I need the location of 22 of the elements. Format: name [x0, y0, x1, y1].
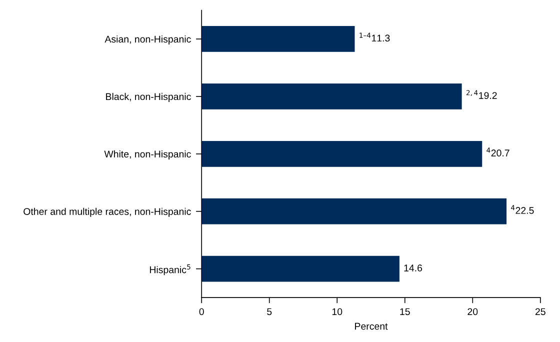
y-tick-label: Asian, non-Hispanic	[104, 35, 191, 45]
y-tick-label: Other and multiple races, non-Hispanic	[24, 208, 191, 217]
data-label: $^{1–4}$11.3	[360, 32, 390, 42]
bar	[202, 26, 355, 52]
x-tick-label: 0	[199, 308, 204, 316]
bar	[202, 198, 507, 224]
bar	[202, 140, 482, 167]
x-tick-label: 20	[468, 308, 478, 316]
x-tick-label: 25	[535, 308, 546, 316]
y-tick-label: Hispanic$^{5}$	[150, 264, 190, 276]
x-tick-label: 10	[332, 308, 342, 316]
y-tick-label: White, non-Hispanic	[104, 150, 191, 160]
data-label: $^{4}$20.7	[486, 148, 510, 156]
data-label: $^{2,4}$19.2	[466, 90, 497, 99]
x-tick-label: 5	[267, 308, 272, 316]
x-axis-title: Percent	[355, 322, 388, 330]
bar	[202, 84, 462, 110]
data-label: $^{4}$22.5	[511, 205, 534, 214]
bar	[202, 256, 400, 282]
y-tick-label: Black, non-Hispanic	[106, 92, 191, 102]
x-tick-label: 15	[400, 308, 410, 316]
data-label: 14.6	[404, 264, 422, 272]
